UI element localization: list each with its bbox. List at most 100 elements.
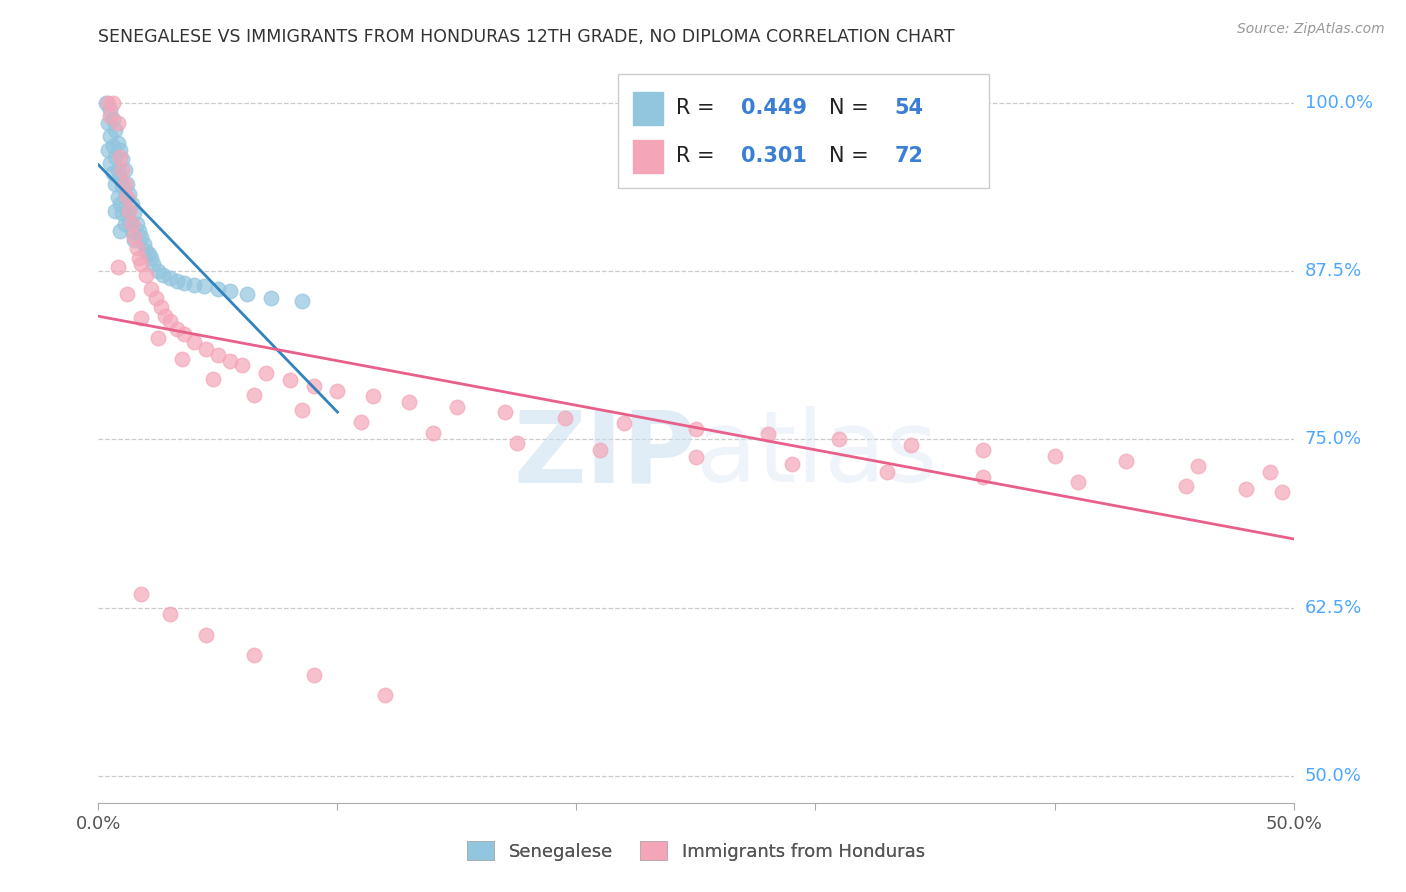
Point	[1175, 479, 1198, 493]
Point	[108, 143, 131, 157]
Text: 87.5%: 87.5%	[1305, 262, 1362, 280]
Point	[114, 163, 136, 178]
Text: 54: 54	[894, 98, 924, 119]
Point	[685, 421, 707, 435]
Point	[1043, 449, 1066, 463]
Point	[159, 270, 181, 285]
Point	[302, 378, 325, 392]
Text: 0.449: 0.449	[741, 98, 807, 119]
Text: 50.0%: 50.0%	[1305, 767, 1361, 785]
Point	[107, 136, 129, 151]
Point	[1258, 465, 1281, 479]
Point	[131, 311, 153, 326]
Point	[111, 206, 134, 220]
Point	[173, 276, 195, 290]
Point	[121, 224, 143, 238]
Point	[589, 443, 612, 458]
Point	[494, 405, 516, 419]
Point	[115, 190, 138, 204]
Point	[152, 268, 174, 282]
Point	[231, 359, 253, 373]
Point	[115, 287, 138, 301]
Point	[118, 214, 141, 228]
Point	[128, 251, 150, 265]
Text: ZIP: ZIP	[513, 407, 696, 503]
Point	[207, 347, 229, 361]
Point	[159, 607, 181, 622]
Point	[94, 95, 117, 110]
Point	[446, 400, 468, 414]
Point	[108, 150, 131, 164]
Point	[135, 244, 157, 258]
Text: R =: R =	[676, 98, 721, 119]
Point	[108, 169, 131, 184]
Point	[135, 268, 157, 282]
Point	[125, 217, 148, 231]
Point	[166, 322, 188, 336]
Point	[278, 373, 301, 387]
Point	[207, 282, 229, 296]
Point	[107, 163, 129, 178]
Point	[107, 116, 129, 130]
Point	[1271, 484, 1294, 499]
Point	[121, 217, 143, 231]
Point	[900, 438, 922, 452]
Point	[104, 177, 127, 191]
Point	[972, 443, 994, 458]
Point	[121, 196, 143, 211]
Point	[118, 203, 141, 218]
Point	[107, 190, 129, 204]
Point	[149, 301, 172, 315]
Point	[115, 203, 138, 218]
Text: N =: N =	[828, 146, 875, 167]
Point	[101, 166, 124, 180]
Point	[159, 314, 181, 328]
Point	[183, 335, 205, 350]
Legend: Senegalese, Immigrants from Honduras: Senegalese, Immigrants from Honduras	[460, 834, 932, 868]
Point	[166, 273, 188, 287]
Point	[125, 241, 148, 255]
Point	[876, 465, 898, 479]
Point	[101, 139, 124, 153]
Point	[108, 224, 131, 238]
Point	[219, 285, 242, 299]
Point	[374, 688, 396, 702]
Point	[235, 287, 257, 301]
Point	[131, 230, 153, 244]
Point	[111, 163, 134, 178]
Point	[97, 95, 120, 110]
Point	[131, 587, 153, 601]
Point	[104, 150, 127, 164]
Point	[114, 177, 136, 191]
Point	[107, 260, 129, 274]
Point	[1187, 459, 1209, 474]
Point	[138, 246, 160, 260]
Text: 72: 72	[894, 146, 924, 167]
Point	[97, 143, 120, 157]
FancyBboxPatch shape	[633, 92, 662, 126]
Point	[195, 342, 218, 356]
Point	[101, 112, 124, 126]
Point	[114, 190, 136, 204]
Point	[219, 354, 242, 368]
Point	[124, 233, 146, 247]
Point	[118, 187, 141, 202]
Point	[108, 196, 131, 211]
Point	[111, 153, 134, 167]
Point	[145, 291, 167, 305]
Point	[111, 179, 134, 194]
Point	[195, 627, 218, 641]
Point	[828, 433, 851, 447]
Text: 0.301: 0.301	[741, 146, 807, 167]
Point	[132, 237, 155, 252]
Point	[148, 331, 170, 345]
Point	[104, 203, 127, 218]
Point	[124, 206, 146, 220]
Point	[243, 388, 266, 402]
Point	[254, 367, 277, 381]
Point	[685, 450, 707, 464]
Point	[613, 416, 636, 430]
Point	[780, 457, 803, 471]
Point	[326, 384, 349, 398]
Point	[398, 394, 420, 409]
